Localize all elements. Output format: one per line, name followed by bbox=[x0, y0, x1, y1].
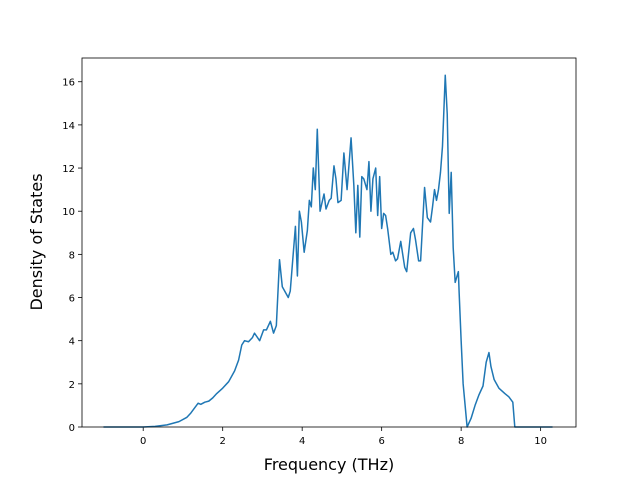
data-line bbox=[103, 74, 553, 428]
y-tick-label: 16 bbox=[62, 78, 75, 89]
y-tick-label: 10 bbox=[62, 207, 75, 218]
y-tick-label: 4 bbox=[69, 337, 75, 348]
x-tick-label: 8 bbox=[458, 436, 464, 447]
plot-frame bbox=[81, 57, 577, 428]
x-tick-label: 0 bbox=[140, 436, 146, 447]
x-tick-label: 10 bbox=[534, 436, 547, 447]
x-axis-label: Frequency (THz) bbox=[264, 455, 394, 474]
y-tick-label: 6 bbox=[69, 294, 75, 305]
x-tick-label: 2 bbox=[220, 436, 226, 447]
x-tick-label: 4 bbox=[299, 436, 305, 447]
y-axis-label: Density of States bbox=[27, 173, 46, 310]
y-tick-label: 14 bbox=[62, 121, 75, 132]
y-tick-label: 2 bbox=[69, 380, 75, 391]
y-tick-label: 12 bbox=[62, 164, 75, 175]
y-tick-label: 0 bbox=[69, 423, 75, 434]
y-tick-label: 8 bbox=[69, 250, 75, 261]
x-tick-label: 6 bbox=[378, 436, 384, 447]
